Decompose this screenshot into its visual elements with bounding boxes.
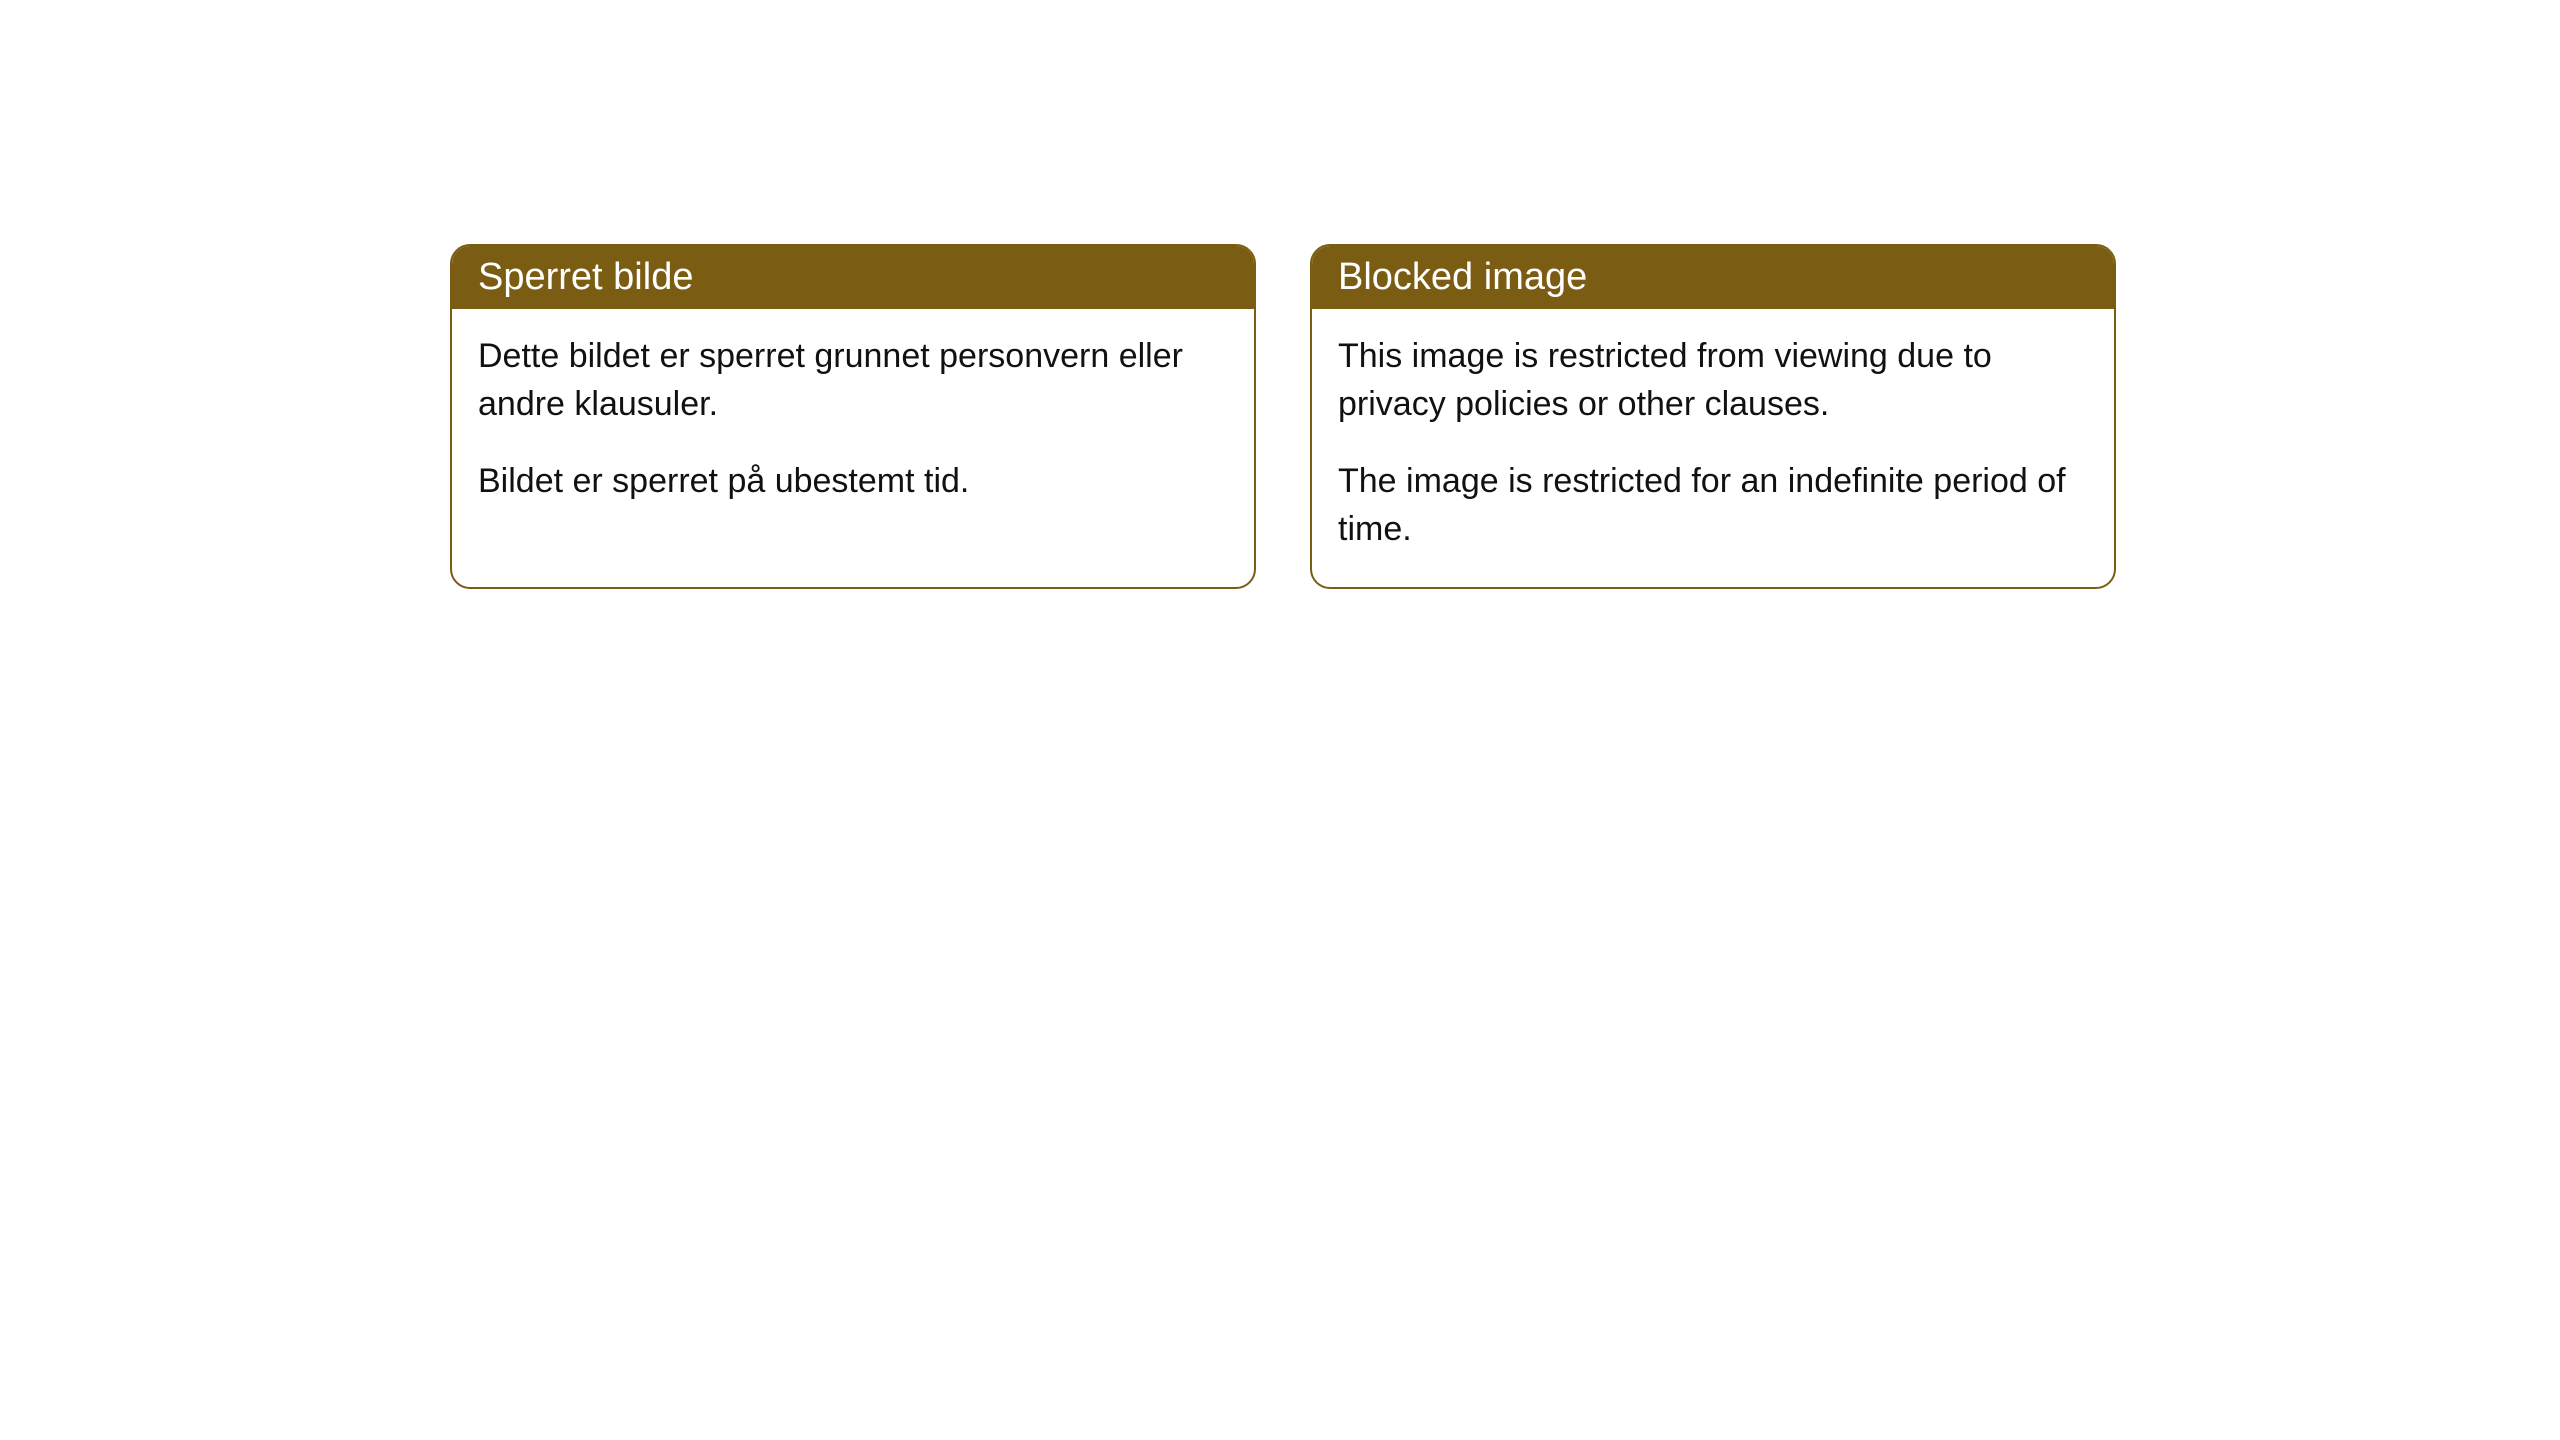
card-header: Sperret bilde — [452, 246, 1254, 309]
card-title: Blocked image — [1338, 256, 1587, 298]
card-paragraph-1: Dette bildet er sperret grunnet personve… — [478, 333, 1228, 428]
card-paragraph-2: The image is restricted for an indefinit… — [1338, 458, 2088, 553]
card-english: Blocked image This image is restricted f… — [1310, 244, 2116, 589]
card-body: Dette bildet er sperret grunnet personve… — [452, 309, 1254, 540]
card-body: This image is restricted from viewing du… — [1312, 309, 2114, 587]
card-paragraph-1: This image is restricted from viewing du… — [1338, 333, 2088, 428]
card-norwegian: Sperret bilde Dette bildet er sperret gr… — [450, 244, 1256, 589]
cards-container: Sperret bilde Dette bildet er sperret gr… — [450, 244, 2116, 589]
card-title: Sperret bilde — [478, 256, 693, 298]
card-header: Blocked image — [1312, 246, 2114, 309]
card-paragraph-2: Bildet er sperret på ubestemt tid. — [478, 458, 1228, 506]
